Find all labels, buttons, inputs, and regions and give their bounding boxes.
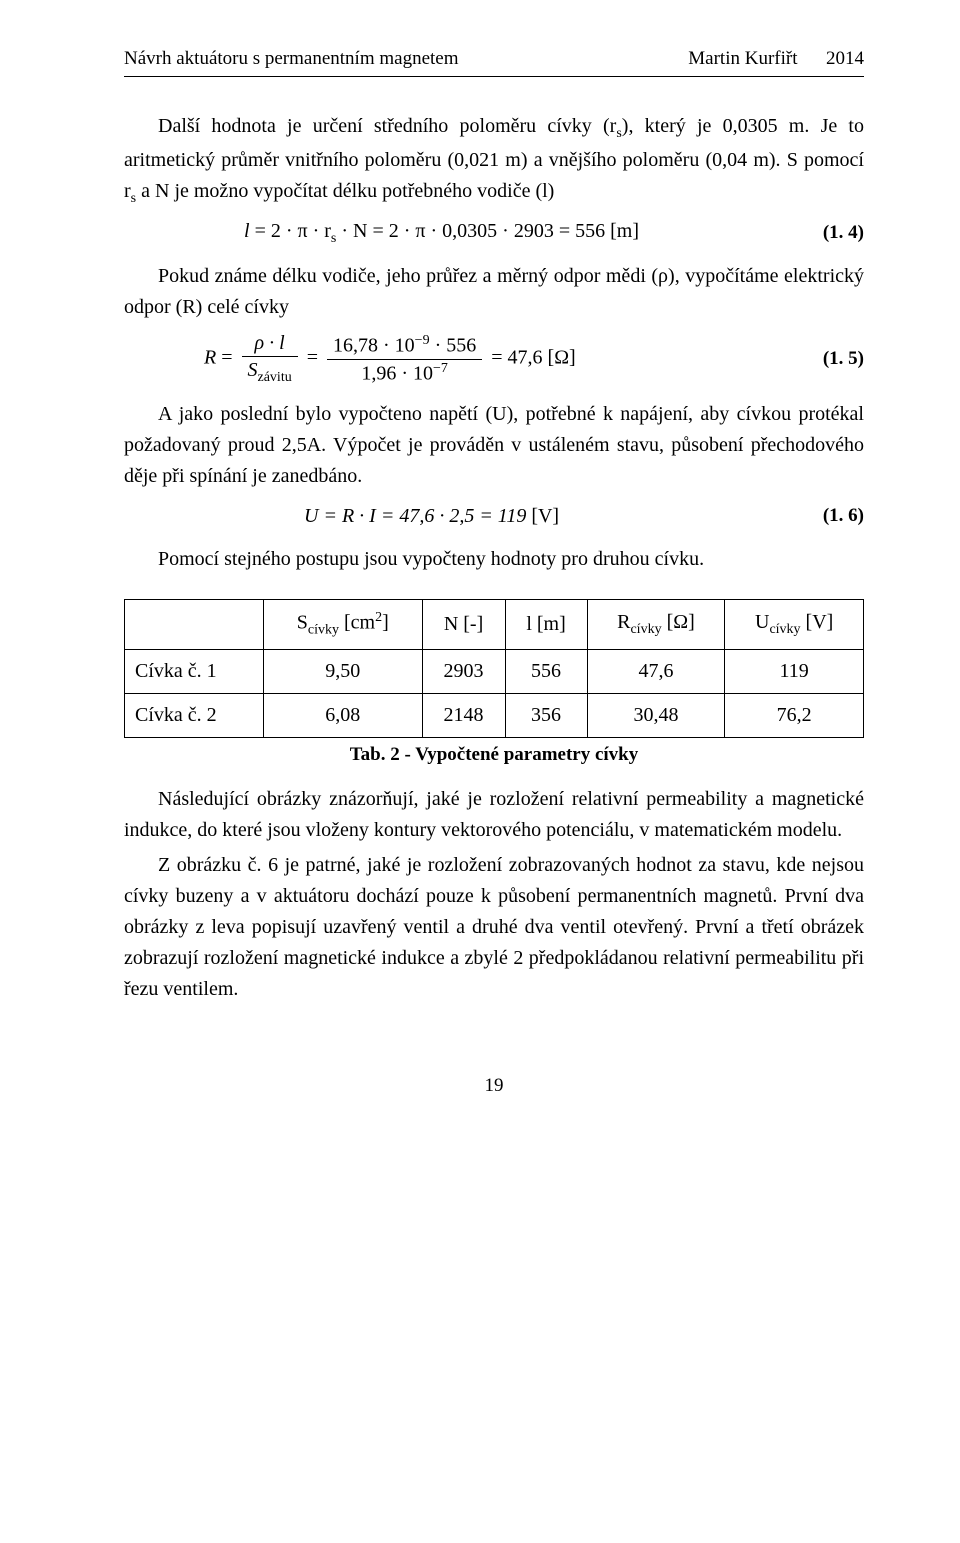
table-header-N: N [-]: [422, 600, 505, 650]
eq15-frac1-den-sub: závitu: [258, 370, 292, 385]
coil-parameters-table: Scívky [cm2] N [-] l [m] Rcívky [Ω] Ucív…: [124, 599, 864, 738]
table-cell: 30,48: [587, 694, 725, 738]
table-row-label: Cívka č. 2: [125, 694, 264, 738]
eq15-frac2: 16,78 · 10−9 · 556 1,96 · 10−7: [327, 333, 482, 385]
page: Návrh aktuátoru s permanentním magnetem …: [0, 0, 960, 1157]
equation-1-5-number: (1. 5): [794, 348, 864, 370]
eq15-frac1-num: ρ · l: [255, 332, 285, 354]
table-cell: 76,2: [725, 694, 864, 738]
paragraph-2: Pokud známe délku vodiče, jeho průřez a …: [124, 261, 864, 323]
eq14-mid: · N = 2 · π · 0,0305 · 2903 = 556: [336, 220, 610, 242]
eq16-unit: [V]: [531, 505, 559, 527]
table-cell: 47,6: [587, 650, 725, 694]
equation-1-5: R = ρ · l Szávitu = 16,78 · 10−9 · 556 1…: [124, 329, 864, 389]
th1-suffix: [cm: [339, 612, 375, 634]
table-caption: Tab. 2 - Vypočtené parametry cívky: [124, 744, 864, 766]
equation-1-6: U = R · I = 47,6 · 2,5 = 119 [V] (1. 6): [124, 498, 864, 534]
header-author: Martin Kurfiřt: [688, 48, 797, 69]
table-cell: 2148: [422, 694, 505, 738]
p1-text-a: Další hodnota je určení středního polomě…: [158, 115, 616, 137]
running-header: Návrh aktuátoru s permanentním magnetem …: [124, 48, 864, 70]
th4-suffix: [Ω]: [662, 611, 695, 633]
th1-sub: cívky: [308, 623, 339, 638]
equation-1-6-number: (1. 6): [794, 505, 864, 527]
table-cell: 556: [505, 650, 587, 694]
eq15-tail: = 47,6: [491, 347, 547, 369]
table-header-Scivky: Scívky [cm2]: [264, 600, 423, 650]
eq15-frac2-den-exp: −7: [433, 361, 448, 376]
th4-sub: cívky: [630, 622, 661, 637]
eq15-eq1: =: [216, 347, 237, 369]
paragraph-5: Následující obrázky znázorňují, jaké je …: [124, 784, 864, 846]
header-center-right: Martin Kurfiřt 2014: [688, 48, 864, 70]
page-number: 19: [124, 1075, 864, 1097]
table-row: Cívka č. 19,50290355647,6119: [125, 650, 864, 694]
paragraph-6: Z obrázku č. 6 je patrné, jaké je rozlož…: [124, 850, 864, 1005]
eq14-left: = 2 · π · r: [250, 220, 331, 242]
eq15-frac2-num-exp: −9: [415, 333, 430, 348]
paragraph-1: Další hodnota je určení středního polomě…: [124, 111, 864, 209]
th5-suffix: [V]: [801, 611, 834, 633]
table-header-row: Scívky [cm2] N [-] l [m] Rcívky [Ω] Ucív…: [125, 600, 864, 650]
th1-prefix: S: [297, 612, 308, 634]
table-cell: 9,50: [264, 650, 423, 694]
th4-prefix: R: [617, 611, 630, 633]
equation-1-6-body: U = R · I = 47,6 · 2,5 = 119 [V]: [304, 505, 794, 528]
eq15-frac2-num-b: · 556: [430, 335, 477, 357]
header-year: 2014: [826, 48, 864, 69]
eq15-eq2: =: [307, 347, 323, 369]
table-header-Rcivky: Rcívky [Ω]: [587, 600, 725, 650]
equation-1-5-body: R = ρ · l Szávitu = 16,78 · 10−9 · 556 1…: [204, 331, 794, 387]
eq15-R: R: [204, 347, 216, 369]
th1-tail: ]: [382, 612, 389, 634]
header-rule: [124, 76, 864, 77]
header-left: Návrh aktuátoru s permanentním magnetem: [124, 48, 459, 70]
table-cell: 119: [725, 650, 864, 694]
table-cell: 2903: [422, 650, 505, 694]
table-row-label: Cívka č. 1: [125, 650, 264, 694]
eq15-unit: [Ω]: [548, 347, 576, 369]
paragraph-4: Pomocí stejného postupu jsou vypočteny h…: [124, 544, 864, 575]
eq16-text: U = R · I = 47,6 · 2,5 = 119: [304, 505, 531, 527]
equation-1-4-body: l = 2 · π · rs · N = 2 · π · 0,0305 · 29…: [244, 220, 794, 247]
table-header-Ucivky: Ucívky [V]: [725, 600, 864, 650]
eq15-frac1: ρ · l Szávitu: [242, 331, 298, 387]
eq15-frac1-den-S: S: [248, 359, 258, 381]
eq14-unit: [m]: [610, 220, 639, 242]
equation-1-4: l = 2 · π · rs · N = 2 · π · 0,0305 · 29…: [124, 215, 864, 251]
table-header-empty: [125, 600, 264, 650]
th5-sub: cívky: [769, 622, 800, 637]
table-header-l: l [m]: [505, 600, 587, 650]
table-cell: 356: [505, 694, 587, 738]
table-row: Cívka č. 26,08214835630,4876,2: [125, 694, 864, 738]
eq15-frac2-num-a: 16,78 · 10: [333, 335, 415, 357]
p1-text-c: a N je možno vypočítat délku potřebného …: [136, 180, 554, 202]
equation-1-4-number: (1. 4): [794, 222, 864, 244]
paragraph-3: A jako poslední bylo vypočteno napětí (U…: [124, 399, 864, 492]
table-cell: 6,08: [264, 694, 423, 738]
th5-prefix: U: [755, 611, 769, 633]
eq15-frac2-den-a: 1,96 · 10: [361, 363, 433, 385]
